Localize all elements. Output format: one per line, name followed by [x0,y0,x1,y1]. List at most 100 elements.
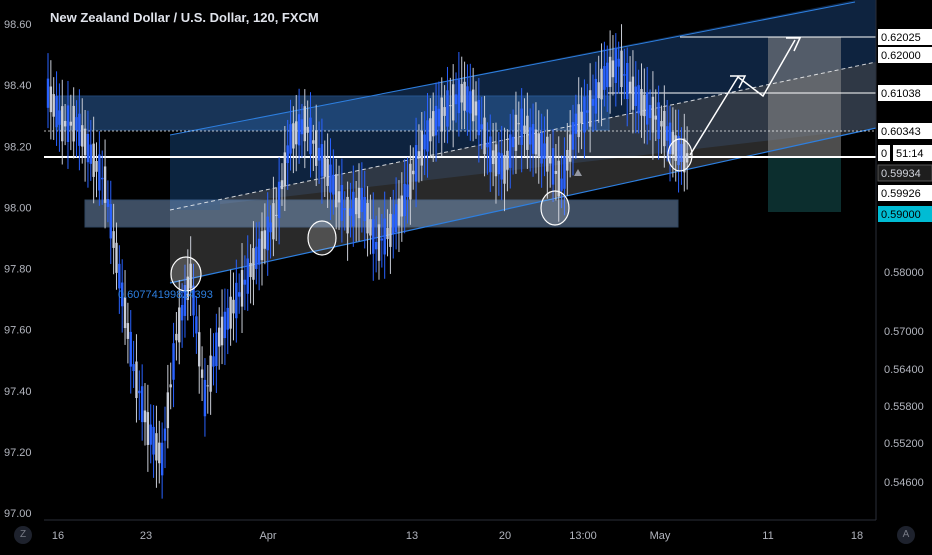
candle-body [374,241,378,250]
candle-body [574,113,578,134]
price-label: 0.62025 [881,32,921,44]
candle-body [243,279,247,285]
candle-body [300,119,304,135]
candle-body [643,94,646,117]
candle-body [506,150,509,170]
x-axis-tick-label: Apr [259,530,276,542]
touch-circle-2 [307,220,337,256]
candle-body [146,412,150,445]
candle-body [189,263,192,289]
price-label-bg [878,185,932,201]
candle-body [120,282,124,307]
candle-body [209,355,212,392]
zoom-button[interactable]: Z [14,526,32,544]
candle-body [218,327,221,347]
candle-body [397,198,401,226]
candle-body [420,130,423,166]
candle-body [106,199,110,207]
right-axis-tick-label: 0.55800 [884,401,924,413]
price-label-bg [878,123,932,139]
candle-body [86,133,90,163]
right-axis-tick-label: 0.54600 [884,477,924,489]
candle-body [577,104,580,138]
candle-body [637,85,640,114]
candle-body [309,117,312,155]
price-label-bg [878,85,932,101]
candle-body [437,108,441,127]
candle-body [491,150,495,165]
left-axis-tick-label: 98.20 [4,141,32,153]
candle-body [123,297,127,329]
candle-body [548,157,552,164]
candle-body [343,208,346,211]
marker-triangle [574,169,582,176]
price-label: 0.60343 [881,126,921,138]
candle-body [537,133,540,157]
candle-body [557,160,560,197]
candle-body [346,196,349,234]
candle-body [628,81,632,93]
candle-body [414,145,418,182]
arrow-head-2 [786,37,802,52]
candle-body [103,166,107,203]
candle-body [140,386,144,423]
candle-body [449,105,452,107]
candle-body [155,433,158,461]
candle-body [360,187,364,212]
candle-body [677,135,680,166]
candle-body [78,113,81,146]
candle-body [389,213,392,247]
candle-body [269,222,272,233]
candle-body [149,424,152,445]
candle-body [306,126,309,133]
candle-body [514,114,518,151]
candle-body [626,62,629,100]
right-axis-tick-label: 0.55200 [884,438,924,450]
candle-body [132,364,135,372]
candle-body [203,379,207,417]
touch-circle-1 [170,256,202,292]
candle-body [172,343,175,380]
left-axis-tick-label: 98.00 [4,202,32,214]
candle-body [272,203,275,240]
candle-body [400,195,404,217]
candle-body [98,154,101,191]
candle-body [540,132,543,164]
price-label-bg [878,145,890,161]
auto-scale-button[interactable]: A [897,526,915,544]
candle-body [232,299,235,314]
x-axis-tick-label: May [650,530,671,542]
arrow-head-1 [730,75,747,89]
candle-body [275,214,278,216]
candle-body [640,89,643,116]
candle-body [175,333,178,341]
candle-body [463,81,466,111]
candle-body [277,181,281,219]
left-axis-tick-label: 97.80 [4,264,32,276]
candle-body [126,323,130,339]
candle-body [469,91,472,114]
price-label: 0.61038 [881,88,921,100]
x-axis-tick-label: 16 [52,530,64,542]
left-axis-tick-label: 97.40 [4,386,32,398]
touch-circle-4 [667,138,693,172]
candle-body [603,66,606,90]
candle-body [320,144,324,177]
candle-body [471,89,475,122]
candle-body [52,94,55,117]
left-axis-tick-label: 97.00 [4,508,32,520]
candle-body [183,285,187,316]
fib-annotation: 0.60774199824393 [118,289,213,301]
candle-body [503,155,506,184]
candle-body [657,102,660,139]
candle-body [212,356,215,367]
candle-body [663,110,666,147]
candle-body [660,120,663,127]
candle-body [597,82,600,99]
candle-body [631,76,635,110]
candle-body [226,307,229,330]
candle-body [129,331,132,367]
candle-body [563,156,566,189]
